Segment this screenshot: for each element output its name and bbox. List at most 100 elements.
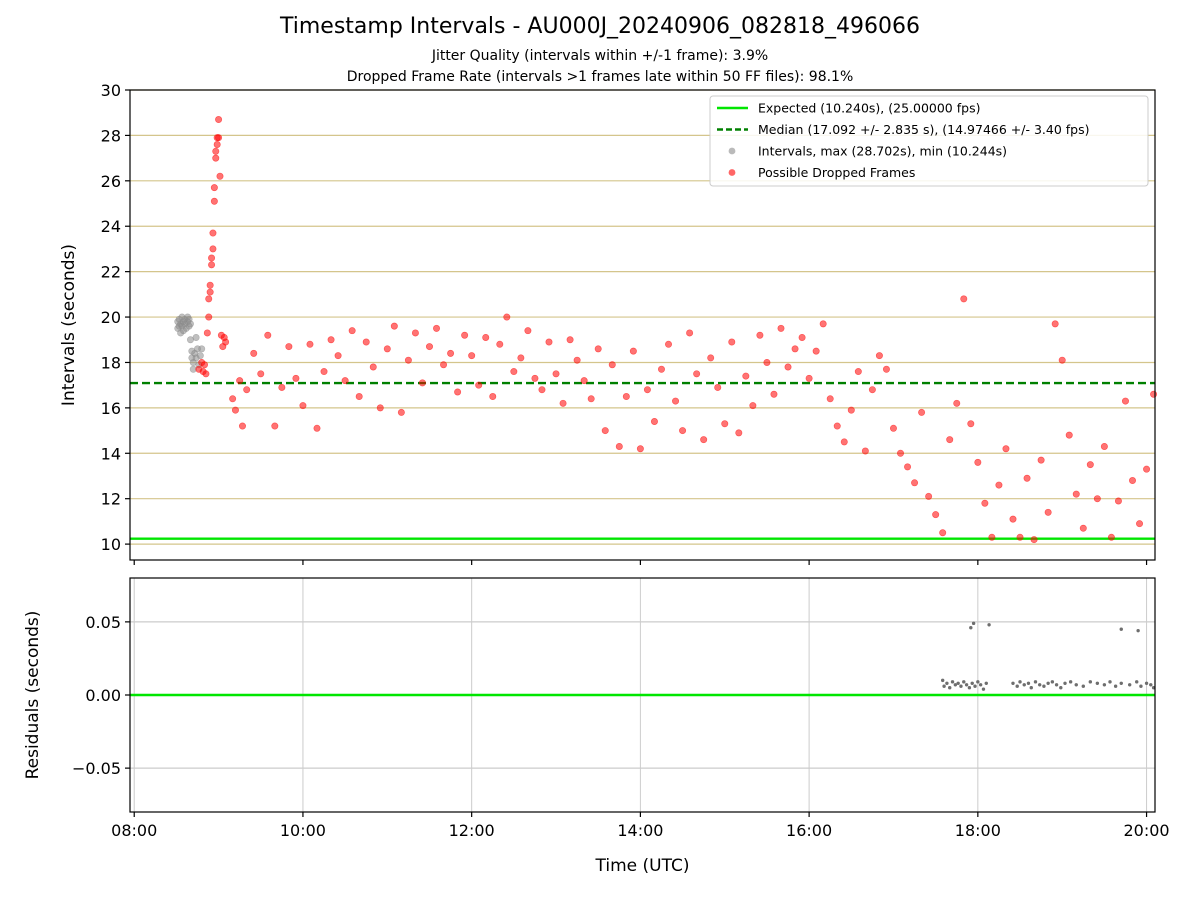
intervals-series1-point-123 [889, 424, 897, 432]
residuals-xtick-label: 08:00 [111, 821, 157, 840]
residuals-series0-point-22 [1018, 680, 1022, 684]
intervals-series1-point-151 [1086, 461, 1094, 469]
intervals-series1-point-31 [243, 386, 251, 394]
intervals-series1-point-29 [236, 377, 244, 385]
residuals-xtick-label: 12:00 [449, 821, 495, 840]
residuals-series0-point-26 [1033, 680, 1038, 684]
intervals-series1-point-136 [981, 499, 989, 507]
intervals-series1-point-159 [1143, 465, 1151, 473]
intervals-series1-point-119 [861, 447, 869, 455]
intervals-series1-point-96 [700, 436, 708, 444]
intervals-series1-point-114 [826, 395, 834, 403]
residuals-series0-point-24 [1026, 681, 1031, 685]
intervals-series1-point-130 [939, 529, 947, 537]
intervals-series1-point-93 [679, 427, 687, 435]
chart-title: Timestamp Intervals - AU000J_20240906_08… [279, 14, 920, 39]
intervals-series1-point-111 [805, 374, 813, 382]
intervals-series1-point-9 [206, 288, 214, 296]
intervals-series1-point-45 [341, 377, 349, 385]
intervals-series1-point-85 [622, 393, 630, 401]
intervals-series1-point-139 [1002, 445, 1010, 453]
intervals-series1-point-62 [461, 331, 469, 339]
residuals-series0-point-3 [948, 685, 952, 690]
intervals-series1-point-12 [209, 245, 217, 253]
residuals-series0-point-8 [962, 680, 966, 684]
intervals-series1-point-73 [538, 386, 546, 394]
residuals-series0-point-9 [964, 683, 969, 687]
residuals-series0-point-39 [1102, 683, 1107, 687]
intervals-series1-point-81 [594, 345, 602, 353]
intervals-series1-point-145 [1044, 508, 1052, 516]
intervals-series1-point-4 [202, 370, 210, 378]
residuals-series0-point-49 [1119, 627, 1123, 631]
intervals-series1-point-117 [847, 406, 855, 414]
intervals-series1-point-72 [531, 374, 539, 382]
intervals-series1-point-21 [215, 134, 223, 142]
intervals-series1-point-47 [355, 393, 363, 401]
intervals-series1-point-144 [1037, 456, 1045, 464]
residuals-series0-point-2 [945, 681, 949, 685]
intervals-axes-frame [129, 89, 1156, 561]
intervals-series1-point-101 [735, 429, 743, 437]
intervals-series1-point-40 [306, 340, 314, 348]
intervals-series1-point-11 [208, 254, 216, 262]
intervals-series1-point-75 [552, 370, 560, 378]
residuals-series0-point-4 [950, 680, 955, 684]
residuals-series0-point-15 [981, 687, 986, 691]
intervals-series1-point-60 [447, 349, 455, 357]
intervals-series1-point-38 [292, 374, 300, 382]
legend-swatch-3 [728, 169, 736, 176]
intervals-series1-point-77 [566, 336, 574, 344]
intervals-series1-point-133 [960, 295, 968, 303]
intervals-series1-point-148 [1065, 431, 1073, 439]
intervals-series1-point-56 [418, 379, 426, 387]
intervals-series1-point-22 [216, 172, 224, 180]
intervals-series1-point-82 [601, 427, 609, 435]
residuals-xtick-label: 10:00 [280, 821, 326, 840]
intervals-series1-point-15 [210, 184, 218, 192]
residuals-series0-point-12 [973, 684, 977, 688]
intervals-series1-point-30 [238, 422, 246, 430]
intervals-series1-point-43 [327, 336, 335, 344]
intervals-series0-point-28 [196, 352, 204, 360]
residuals-series0-point-10 [967, 685, 972, 690]
intervals-series1-point-157 [1129, 477, 1137, 485]
intervals-series1-point-121 [875, 352, 883, 360]
intervals-series1-point-51 [383, 345, 391, 353]
intervals-series1-point-141 [1016, 533, 1024, 541]
intervals-series1-point-115 [833, 422, 841, 430]
intervals-series1-point-78 [573, 356, 581, 364]
intervals-series1-point-113 [819, 320, 827, 328]
intervals-ytick-label: 28 [101, 126, 121, 145]
residuals-xtick-label: 14:00 [617, 821, 663, 840]
intervals-series1-point-97 [707, 354, 715, 362]
intervals-ytick-label: 18 [101, 353, 121, 372]
residuals-series0-point-1 [942, 684, 946, 688]
intervals-series1-point-132 [953, 399, 961, 407]
residuals-ytick-label: 0.05 [85, 613, 121, 632]
intervals-ytick-label: 20 [101, 308, 121, 327]
intervals-series1-point-149 [1072, 490, 1080, 498]
intervals-series1-point-105 [763, 358, 771, 366]
residuals-series0-point-19 [987, 623, 991, 627]
intervals-series1-point-134 [967, 420, 975, 428]
intervals-series1-point-3 [201, 361, 209, 369]
residuals-series0-point-18 [971, 621, 976, 626]
residuals-ytick-label: −0.05 [72, 759, 121, 778]
residuals-series0-point-50 [1136, 628, 1140, 633]
chart-subtitle-dropped: Dropped Frame Rate (intervals >1 frames … [346, 69, 854, 85]
intervals-series1-point-84 [615, 442, 623, 450]
residuals-series0-point-21 [1015, 684, 1019, 688]
intervals-series1-point-28 [231, 406, 239, 414]
intervals-series1-point-5 [203, 329, 211, 337]
intervals-series1-point-95 [693, 370, 701, 378]
intervals-series1-point-46 [348, 327, 356, 335]
intervals-series1-point-135 [974, 458, 982, 466]
intervals-series1-point-156 [1121, 397, 1129, 405]
intervals-series1-point-71 [524, 327, 532, 335]
intervals-series1-point-100 [728, 338, 736, 346]
intervals-series1-point-37 [285, 343, 293, 351]
intervals-series1-point-26 [222, 338, 230, 346]
intervals-series1-point-138 [995, 481, 1003, 489]
